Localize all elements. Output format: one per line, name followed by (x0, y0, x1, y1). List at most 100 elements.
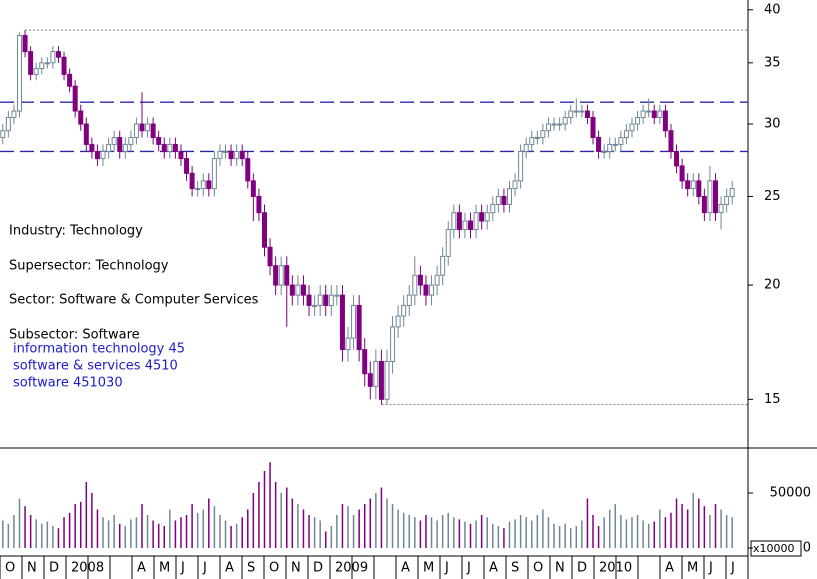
x-tick-label: M (159, 561, 170, 576)
x-tick-label: J (466, 561, 471, 576)
volume-bar (675, 498, 678, 548)
candle-body (206, 180, 212, 190)
volume-bar (436, 520, 438, 548)
candle-body (607, 143, 613, 152)
volume-bar (235, 523, 238, 548)
volume-bar (313, 517, 316, 548)
volume-bar (636, 515, 639, 548)
candle-body (89, 143, 95, 152)
candle-body (473, 212, 479, 231)
candle-body (534, 137, 540, 140)
volume-bar (386, 498, 388, 548)
candle-body (657, 110, 663, 118)
volume-bar (152, 520, 154, 548)
candle-body (22, 34, 28, 53)
volume-bar (447, 512, 449, 548)
volume-bar (642, 520, 644, 548)
volume-bar (414, 517, 416, 548)
y-tick-label: 25 (764, 189, 781, 204)
volume-bar (391, 504, 394, 548)
volume-bar (297, 504, 299, 548)
candle-body (651, 110, 657, 118)
candle-body (239, 150, 245, 160)
volume-bar (269, 462, 271, 548)
candle-body (0, 130, 6, 139)
candle-body (529, 137, 535, 145)
volume-bar (380, 487, 383, 548)
volume-bar (620, 515, 622, 548)
volume-bar (52, 526, 54, 548)
candle-body (724, 195, 730, 205)
x-tick-label: O (5, 561, 15, 576)
candle-body (512, 180, 518, 190)
volume-bar (180, 517, 182, 548)
candle-body (223, 150, 229, 153)
volume-bar (397, 509, 399, 548)
y-tick-label: 0 (803, 541, 811, 556)
volume-bar (592, 515, 594, 548)
candle-body (256, 195, 262, 214)
candle-body (378, 360, 384, 400)
candle-body (417, 274, 423, 286)
candle-body (172, 143, 178, 152)
volume-bar (130, 519, 132, 548)
candle-body (662, 110, 668, 132)
candle-body (690, 180, 696, 190)
candle-body (261, 212, 267, 248)
x-tick-label: J (730, 561, 735, 576)
volume-bar (714, 504, 717, 548)
volume-bar (280, 493, 282, 548)
candle-body (156, 137, 162, 145)
volume-bar (464, 521, 466, 548)
candle-body (273, 265, 279, 286)
volume-bar (185, 515, 188, 548)
candle-body (345, 337, 351, 351)
volume-bar (135, 517, 138, 548)
volume-bar (586, 498, 589, 548)
candle-body (122, 143, 128, 152)
candle-body (295, 284, 301, 296)
volume-bar (324, 531, 327, 548)
volume-bar (469, 523, 472, 548)
candle-body (133, 123, 139, 139)
volume-bar (174, 520, 177, 548)
volume-bar (475, 520, 477, 548)
x-tick-label: J (708, 561, 713, 576)
volume-bar (113, 515, 115, 548)
volume-bar (63, 517, 65, 548)
x-tick-label: A (137, 561, 146, 576)
candle-body (696, 180, 702, 197)
volume-bar (402, 512, 405, 548)
candle-body (423, 284, 429, 296)
volume-bar (581, 520, 583, 548)
candle-body (573, 110, 579, 113)
x-tick-label: A (665, 561, 674, 576)
y-tick-label: 20 (764, 278, 781, 293)
candle-body (390, 326, 396, 362)
x-tick-label: O (533, 561, 543, 576)
volume-bar (224, 520, 227, 548)
volume-bar (191, 504, 193, 548)
candle-body (490, 203, 496, 214)
candle-body (445, 229, 451, 257)
x-tick-label: N (555, 561, 565, 576)
volume-bar (564, 523, 566, 548)
candle-body (11, 110, 17, 118)
volume-bar (85, 482, 88, 548)
volume-bar (653, 521, 656, 548)
candle-body (584, 110, 590, 118)
volume-bar (241, 517, 243, 548)
candle-body (278, 265, 284, 286)
candle-body (356, 304, 362, 351)
volume-bar (497, 526, 500, 548)
volume-bar (196, 512, 199, 548)
volume-bar (118, 523, 121, 548)
volume-bar (2, 520, 4, 548)
candle-body (100, 150, 106, 160)
volume-bar (681, 504, 683, 548)
volume-bar (720, 509, 722, 548)
candle-body (245, 158, 251, 182)
volume-bar (492, 523, 494, 548)
volume-bar (508, 521, 511, 548)
candle-body (551, 123, 557, 126)
